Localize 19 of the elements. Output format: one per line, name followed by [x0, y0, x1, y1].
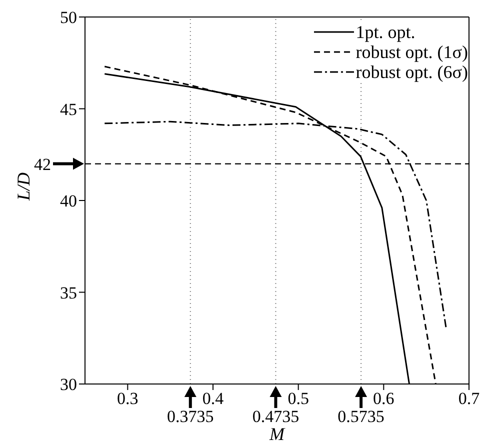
x-tick-label: 0.3 — [117, 389, 138, 408]
x-tick-label: 0.5 — [288, 389, 309, 408]
ref-line-label: 42 — [34, 154, 51, 174]
y-tick-label: 50 — [60, 8, 77, 28]
ref-line-label: 0.4735 — [252, 407, 300, 426]
x-axis-title: M — [268, 424, 286, 442]
x-tick-label: 0.4 — [202, 389, 224, 408]
y-tick-label: 45 — [60, 100, 77, 119]
legend-label: 1pt. opt. — [356, 22, 416, 42]
legend-label: robust opt. (6σ) — [356, 62, 468, 82]
y-tick-label: 40 — [60, 192, 77, 211]
y-axis-title: L/D — [13, 172, 34, 202]
ref-line-label: 0.3735 — [167, 407, 214, 426]
x-tick-label: 0.7 — [458, 389, 480, 408]
ref-line-label: 0.5735 — [338, 407, 384, 426]
legend-label: robust opt. (1σ) — [356, 42, 468, 62]
y-tick-label: 30 — [60, 375, 77, 394]
x-tick-label: 0.6 — [373, 389, 394, 408]
y-tick-label: 35 — [60, 283, 77, 302]
